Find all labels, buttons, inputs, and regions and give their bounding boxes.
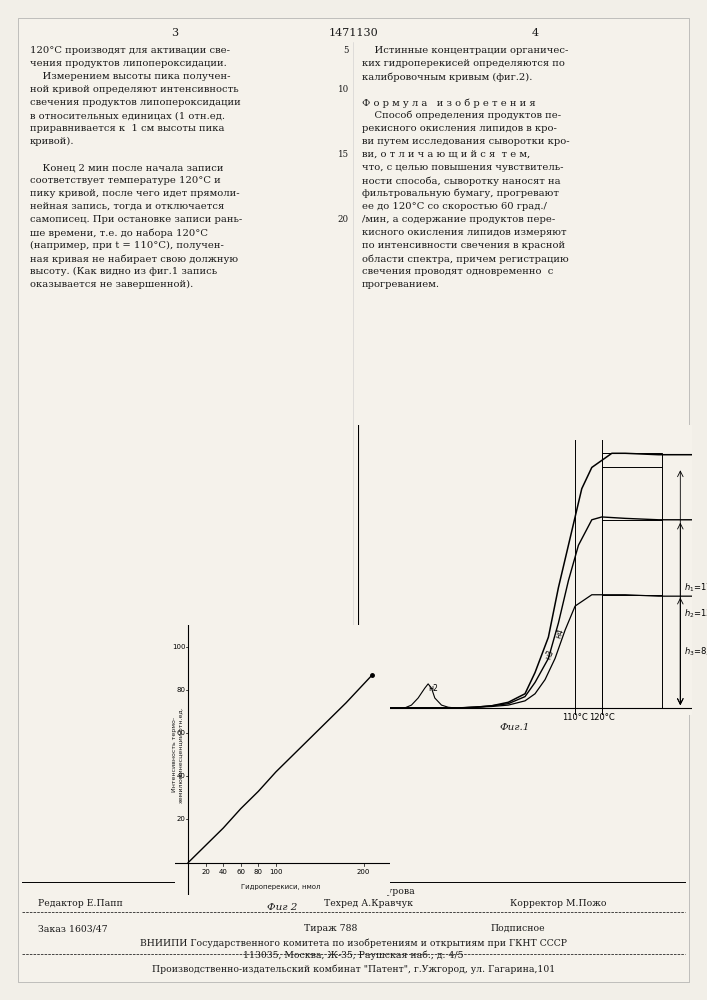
Text: свечения продуктов липопероксидации: свечения продуктов липопероксидации <box>30 98 241 107</box>
Text: ности способа, сыворотку наносят на: ности способа, сыворотку наносят на <box>362 176 561 186</box>
Text: калибровочным кривым (фиг.2).: калибровочным кривым (фиг.2). <box>362 72 532 82</box>
Text: Гидроперекиси, нмол: Гидроперекиси, нмол <box>240 884 320 890</box>
Text: 113035, Москва, Ж-35, Раушская наб., д. 4/5: 113035, Москва, Ж-35, Раушская наб., д. … <box>243 951 464 960</box>
Text: /мин, а содержание продуктов пере-: /мин, а содержание продуктов пере- <box>362 215 555 224</box>
Text: Истинные концентрации органичес-: Истинные концентрации органичес- <box>362 46 568 55</box>
Text: (например, при t = 110°C), получен-: (например, при t = 110°C), получен- <box>30 241 224 250</box>
Text: ной кривой определяют интенсивность: ной кривой определяют интенсивность <box>30 85 239 94</box>
Text: оказывается не завершенной).: оказывается не завершенной). <box>30 280 193 289</box>
Text: ее до 120°C со скоростью 60 град./: ее до 120°C со скоростью 60 град./ <box>362 202 547 211</box>
Text: Редактор Е.Папп: Редактор Е.Папп <box>38 899 123 908</box>
Text: 3: 3 <box>171 28 179 38</box>
Text: Ф о р м у л а   и з о б р е т е н и я: Ф о р м у л а и з о б р е т е н и я <box>362 98 536 107</box>
Text: свечения проводят одновременно  с: свечения проводят одновременно с <box>362 267 554 276</box>
Text: ная кривая не набирает свою должную: ная кривая не набирает свою должную <box>30 254 238 263</box>
Text: н3: н3 <box>544 648 555 660</box>
Text: 10: 10 <box>338 85 349 94</box>
Text: 80: 80 <box>254 869 263 875</box>
Text: что, с целью повышения чувствитель-: что, с целью повышения чувствитель- <box>362 163 563 172</box>
Text: Производственно-издательский комбинат "Патент", г.Ужгород, ул. Гагарина,101: Производственно-издательский комбинат "П… <box>152 965 555 974</box>
Text: ви путем исследования сыворотки кро-: ви путем исследования сыворотки кро- <box>362 137 570 146</box>
Text: 80: 80 <box>177 687 185 693</box>
Text: н4: н4 <box>554 627 566 639</box>
Text: по интенсивности свечения в красной: по интенсивности свечения в красной <box>362 241 565 250</box>
Text: Конец 2 мин после начала записи: Конец 2 мин после начала записи <box>30 163 223 172</box>
Text: кисного окисления липидов измеряют: кисного окисления липидов измеряют <box>362 228 566 237</box>
Text: Измерением высоты пика получен-: Измерением высоты пика получен- <box>30 72 230 81</box>
Text: ви, о т л и ч а ю щ и й с я  т е м,: ви, о т л и ч а ю щ и й с я т е м, <box>362 150 530 159</box>
Text: нейная запись, тогда и отключается: нейная запись, тогда и отключается <box>30 202 224 211</box>
Text: 1471130: 1471130 <box>329 28 378 38</box>
Text: 5: 5 <box>344 46 349 55</box>
Text: самописец. При остановке записи рань-: самописец. При остановке записи рань- <box>30 215 243 224</box>
Text: 110°C: 110°C <box>562 713 588 722</box>
Text: прогреванием.: прогреванием. <box>362 280 440 289</box>
Text: 15: 15 <box>338 150 349 159</box>
Text: Заказ 1603/47: Заказ 1603/47 <box>38 924 107 933</box>
Text: Фиг 2: Фиг 2 <box>267 903 298 912</box>
Text: 4: 4 <box>532 28 539 38</box>
Text: области спектра, причем регистрацию: области спектра, причем регистрацию <box>362 254 568 263</box>
Text: Способ определения продуктов пе-: Способ определения продуктов пе- <box>362 111 561 120</box>
Text: приравнивается к  1 см высоты пика: приравнивается к 1 см высоты пика <box>30 124 225 133</box>
Text: в относительных единицах (1 отн.ед.: в относительных единицах (1 отн.ед. <box>30 111 225 120</box>
Text: Тираж 788: Тираж 788 <box>303 924 357 933</box>
Text: $h_3$=8,0: $h_3$=8,0 <box>684 645 707 658</box>
Text: Составитель Л.Сабурова: Составитель Л.Сабурова <box>293 886 414 896</box>
Text: 60: 60 <box>177 730 185 736</box>
Text: ких гидроперекисей определяются по: ких гидроперекисей определяются по <box>362 59 565 68</box>
Text: Фиг.1: Фиг.1 <box>500 723 530 732</box>
Text: Корректор М.Пожо: Корректор М.Пожо <box>510 899 607 908</box>
Text: 20: 20 <box>201 869 210 875</box>
Text: рекисного окисления липидов в кро-: рекисного окисления липидов в кро- <box>362 124 557 133</box>
Text: чения продуктов липопероксидации.: чения продуктов липопероксидации. <box>30 59 227 68</box>
Text: н2: н2 <box>428 684 438 693</box>
Text: 60: 60 <box>236 869 245 875</box>
Text: пику кривой, после чего идет прямоли-: пику кривой, после чего идет прямоли- <box>30 189 240 198</box>
Text: Подписное: Подписное <box>490 924 544 933</box>
Text: 20: 20 <box>177 816 185 822</box>
Text: $h_1$=17,0: $h_1$=17,0 <box>684 581 707 594</box>
Text: кривой).: кривой). <box>30 137 74 146</box>
Text: фильтровальную бумагу, прогревают: фильтровальную бумагу, прогревают <box>362 189 559 198</box>
Text: Техред А.Кравчук: Техред А.Кравчук <box>324 899 412 908</box>
Text: 100: 100 <box>269 869 283 875</box>
Text: соответствует температуре 120°C и: соответствует температуре 120°C и <box>30 176 221 185</box>
Text: 200: 200 <box>357 869 370 875</box>
Text: 40: 40 <box>219 869 228 875</box>
Bar <box>602 453 662 708</box>
Text: 120°C производят для активации све-: 120°C производят для активации све- <box>30 46 230 55</box>
Text: 120°C: 120°C <box>589 713 614 722</box>
Text: 40: 40 <box>177 773 185 779</box>
Text: 100: 100 <box>172 644 185 650</box>
Text: $h_2$=13,3: $h_2$=13,3 <box>684 608 707 620</box>
Text: 20: 20 <box>338 215 349 224</box>
Text: ВНИИПИ Государственного комитета по изобретениям и открытиям при ГКНТ СССР: ВНИИПИ Государственного комитета по изоб… <box>140 938 567 948</box>
Text: Интенсивность термо-
хемилюминесценции,отн.ед.: Интенсивность термо- хемилюминесценции,о… <box>173 706 183 803</box>
Text: ше времени, т.е. до набора 120°C: ше времени, т.е. до набора 120°C <box>30 228 208 237</box>
Text: высоту. (Как видно из фиг.1 запись: высоту. (Как видно из фиг.1 запись <box>30 267 217 276</box>
